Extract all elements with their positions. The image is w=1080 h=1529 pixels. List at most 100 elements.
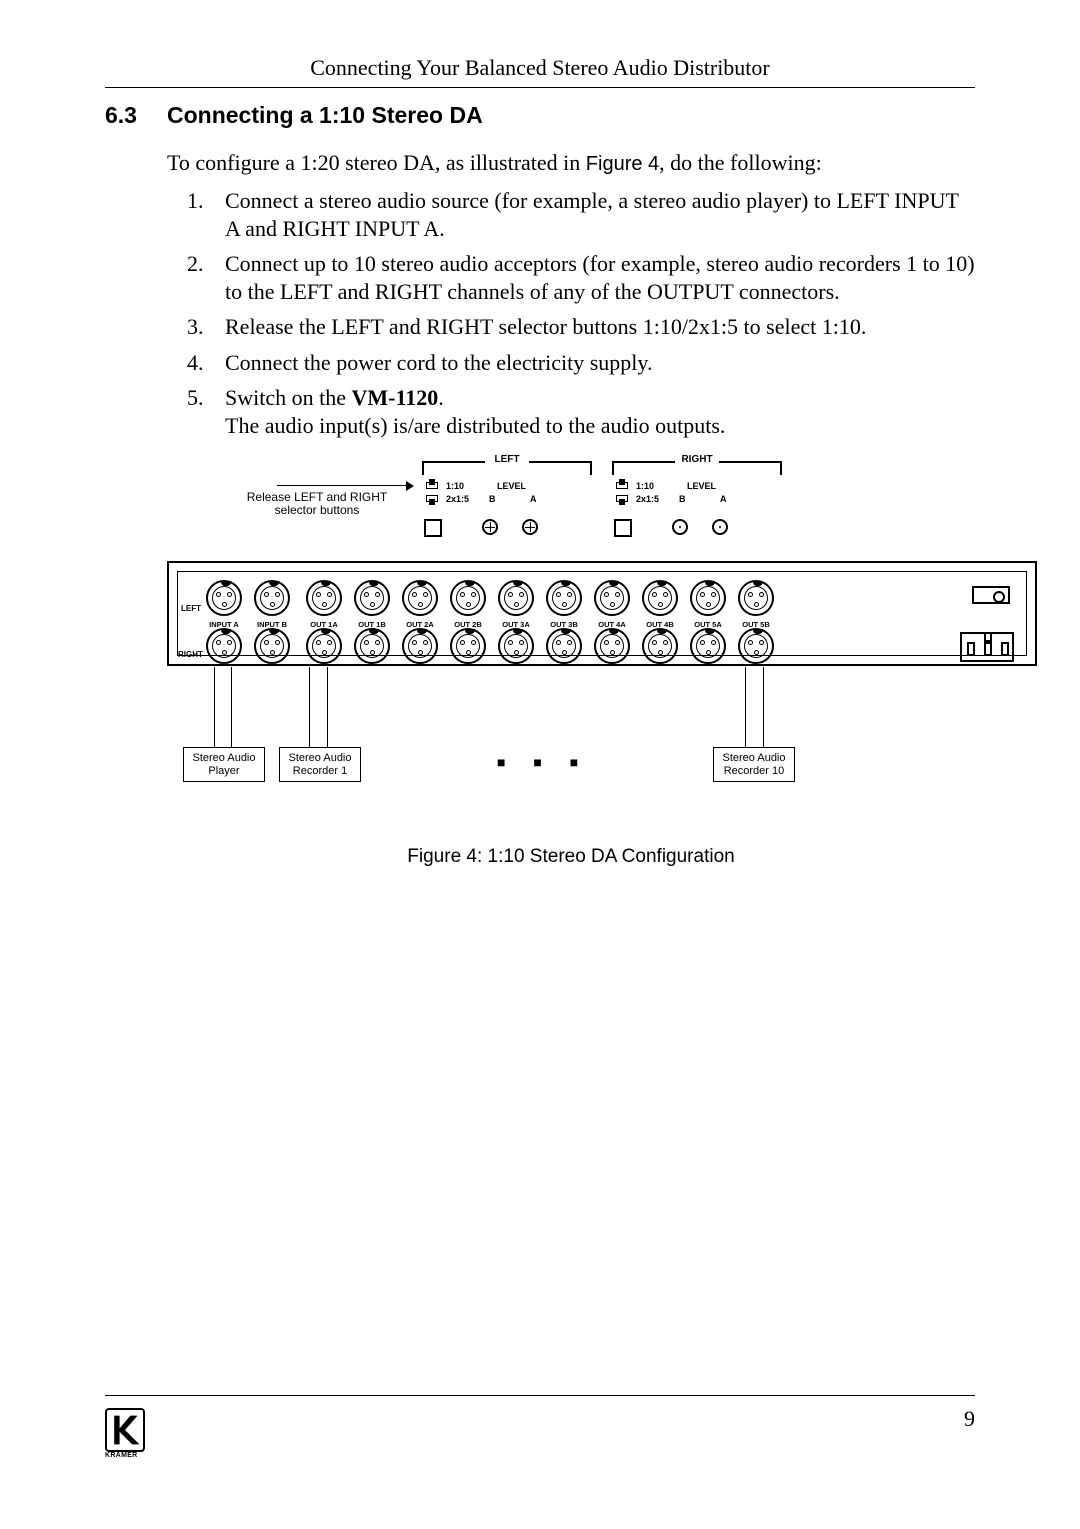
page-number: 9 — [964, 1406, 975, 1432]
kramer-logo-text: KRAMER — [105, 1452, 138, 1459]
step-2: Connect up to 10 stereo audio acceptors … — [209, 250, 975, 305]
controls-area: LEFT 1:10 2x1:5 LEVEL B A RIGHT — [422, 461, 852, 551]
channel-right-label: RIGHT — [178, 650, 203, 659]
xlr-connector-icon — [254, 580, 290, 616]
callout-rec10: Stereo Audio Recorder 10 — [713, 747, 795, 782]
xlr-connector-icon — [306, 628, 342, 664]
level-b-label-r: B — [679, 494, 686, 504]
col-label: OUT 4B — [642, 620, 678, 629]
xlr-connector-icon — [402, 580, 438, 616]
switch-dn-label-r: 2x1:5 — [636, 494, 659, 504]
xlr-connector-icon — [254, 628, 290, 664]
switch-up-label-r: 1:10 — [636, 481, 654, 491]
callout-line-rec10-l — [745, 667, 746, 747]
section-number: 6.3 — [105, 102, 167, 129]
xlr-connector-icon — [642, 580, 678, 616]
ellipsis-dots: ■ ■ ■ — [497, 754, 590, 770]
col-label: OUT 3A — [498, 620, 534, 629]
callout-line-rec10-r — [763, 667, 764, 747]
level-a-label-r: A — [720, 494, 727, 504]
level-knob-a-icon-r — [712, 519, 728, 535]
kramer-logo-icon — [105, 1408, 145, 1452]
level-knob-a-icon — [522, 519, 538, 535]
release-note: Release LEFT and RIGHT selector buttons — [232, 491, 402, 517]
callout-line-player-r — [231, 667, 232, 747]
xlr-connector-icon — [450, 580, 486, 616]
xlr-connector-icon — [306, 580, 342, 616]
col-label: OUT 2A — [402, 620, 438, 629]
xlr-connector-icon — [206, 628, 242, 664]
switch-up-icon-r — [616, 481, 632, 493]
xlr-connector-icon — [498, 580, 534, 616]
col-label: OUT 5B — [738, 620, 774, 629]
intro-post: , do the following: — [659, 150, 822, 175]
step-3: Release the LEFT and RIGHT selector butt… — [209, 313, 975, 341]
xlr-connector-icon — [450, 628, 486, 664]
callout-rec1: Stereo Audio Recorder 1 — [279, 747, 361, 782]
switch-dn-icon-r — [616, 494, 632, 506]
col-label: OUT 2B — [450, 620, 486, 629]
callout-line-rec1-r — [327, 667, 328, 747]
power-area — [954, 586, 1014, 662]
xlr-connector-icon — [206, 580, 242, 616]
xlr-connector-icon — [594, 580, 630, 616]
callout-line-rec1-l — [309, 667, 310, 747]
figure-caption: Figure 4: 1:10 Stereo DA Configuration — [167, 846, 975, 868]
switch-dn-label: 2x1:5 — [446, 494, 469, 504]
xlr-connector-icon — [642, 628, 678, 664]
xlr-connector-icon — [546, 580, 582, 616]
switch-dn-icon — [426, 494, 442, 506]
xlr-connector-icon — [594, 628, 630, 664]
xlr-connector-icon — [738, 628, 774, 664]
callout-rec10-l1: Stereo Audio — [723, 752, 786, 764]
left-control-group: LEFT 1:10 2x1:5 LEVEL B A — [422, 461, 592, 551]
left-bracket-label: LEFT — [485, 454, 529, 465]
release-note-l2: selector buttons — [275, 503, 360, 517]
selector-slot-icon-r — [614, 519, 632, 537]
right-control-group: RIGHT 1:10 2x1:5 LEVEL B A — [612, 461, 782, 551]
section-title: Connecting a 1:10 Stereo DA — [167, 102, 483, 129]
callout-rec10-l2: Recorder 10 — [724, 765, 785, 777]
release-note-l1: Release LEFT and RIGHT — [247, 490, 388, 504]
callout-line-player-l — [214, 667, 215, 747]
callout-player: Stereo Audio Player — [183, 747, 265, 782]
level-a-label: A — [530, 494, 537, 504]
rear-panel: LEFT RIGHT INPUT AINPUT BOUT 1AOUT 1BOUT… — [167, 561, 1037, 666]
xlr-connector-icon — [738, 580, 774, 616]
level-label: LEVEL — [497, 481, 526, 491]
switch-up-icon — [426, 481, 442, 493]
col-label: OUT 5A — [690, 620, 726, 629]
xlr-row-left — [206, 580, 774, 616]
xlr-connector-icon — [690, 628, 726, 664]
running-header: Connecting Your Balanced Stereo Audio Di… — [105, 55, 975, 88]
step-4: Connect the power cord to the electricit… — [209, 349, 975, 377]
level-label-r: LEVEL — [687, 481, 716, 491]
callout-rec1-l2: Recorder 1 — [293, 765, 347, 777]
channel-left-label: LEFT — [181, 604, 201, 613]
step-5-bold: VM-1120 — [352, 385, 439, 410]
col-label: OUT 4A — [594, 620, 630, 629]
xlr-connector-icon — [690, 580, 726, 616]
col-label: INPUT B — [254, 620, 290, 629]
selector-slot-icon — [424, 519, 442, 537]
col-label: INPUT A — [206, 620, 242, 629]
switch-up-label: 1:10 — [446, 481, 464, 491]
step-5-period: . — [438, 385, 444, 410]
step-1: Connect a stereo audio source (for examp… — [209, 187, 975, 242]
step-5: Switch on the VM-1120. The audio input(s… — [209, 384, 975, 439]
rear-panel-inner: LEFT RIGHT INPUT AINPUT BOUT 1AOUT 1BOUT… — [177, 571, 1027, 656]
step-5-pre: Switch on the — [225, 385, 352, 410]
release-arrow-icon — [277, 485, 412, 486]
callout-rec1-l1: Stereo Audio — [289, 752, 352, 764]
intro-pre: To configure a 1:20 stereo DA, as illust… — [167, 150, 586, 175]
iec-inlet-icon — [960, 632, 1014, 662]
xlr-connector-icon — [498, 628, 534, 664]
page-footer: KRAMER 9 — [105, 1395, 975, 1475]
xlr-row-right — [206, 628, 774, 664]
fuse-icon — [972, 586, 1010, 604]
col-label: OUT 1A — [306, 620, 342, 629]
level-knob-b-icon — [482, 519, 498, 535]
figure-4: Release LEFT and RIGHT selector buttons … — [167, 461, 975, 861]
level-knob-b-icon-r — [672, 519, 688, 535]
col-label: OUT 3B — [546, 620, 582, 629]
